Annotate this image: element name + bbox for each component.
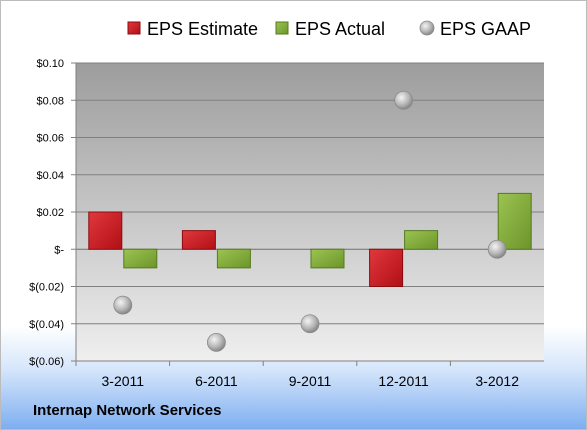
y-tick-label: $0.06 [36, 133, 64, 145]
company-name: Internap Network Services [33, 402, 222, 419]
y-tick-label: $(0.04) [29, 319, 64, 331]
y-tick-label: $(0.02) [29, 282, 64, 294]
eps-actual-bar [497, 192, 532, 250]
eps-gaap-marker [300, 314, 320, 334]
eps-gaap-marker [113, 295, 133, 315]
eps-estimate-bar [181, 230, 216, 250]
eps-gaap-marker [394, 90, 414, 110]
legend-swatch-estimate [127, 21, 141, 35]
x-tick-label: 12-2011 [378, 373, 429, 389]
eps-actual-bar [310, 248, 345, 269]
eps-estimate-bar [88, 211, 123, 250]
eps-gaap-marker [206, 332, 226, 352]
y-tick-label: $(0.06) [29, 356, 64, 368]
y-tick-label: $0.02 [36, 207, 64, 219]
eps-actual-bar [216, 248, 251, 269]
legend-swatch-gaap [419, 20, 435, 36]
x-tick-label: 3-2011 [102, 373, 145, 389]
legend-label-actual: EPS Actual [295, 19, 385, 39]
y-tick-label: $0.04 [36, 170, 64, 182]
eps-estimate-bar [369, 248, 404, 287]
eps-actual-bar [123, 248, 158, 269]
x-tick-label: 6-2011 [195, 373, 238, 389]
y-tick-label: $0.10 [36, 58, 64, 70]
legend-swatch-actual [275, 21, 289, 35]
eps-gaap-marker [487, 239, 507, 259]
x-tick-label: 3-2012 [475, 373, 519, 389]
y-tick-label: $- [54, 244, 64, 256]
legend-label-gaap: EPS GAAP [440, 19, 531, 39]
y-tick-label: $0.08 [36, 95, 64, 107]
x-tick-label: 9-2011 [289, 373, 332, 389]
eps-actual-bar [404, 230, 439, 250]
legend-label-estimate: EPS Estimate [147, 19, 258, 39]
